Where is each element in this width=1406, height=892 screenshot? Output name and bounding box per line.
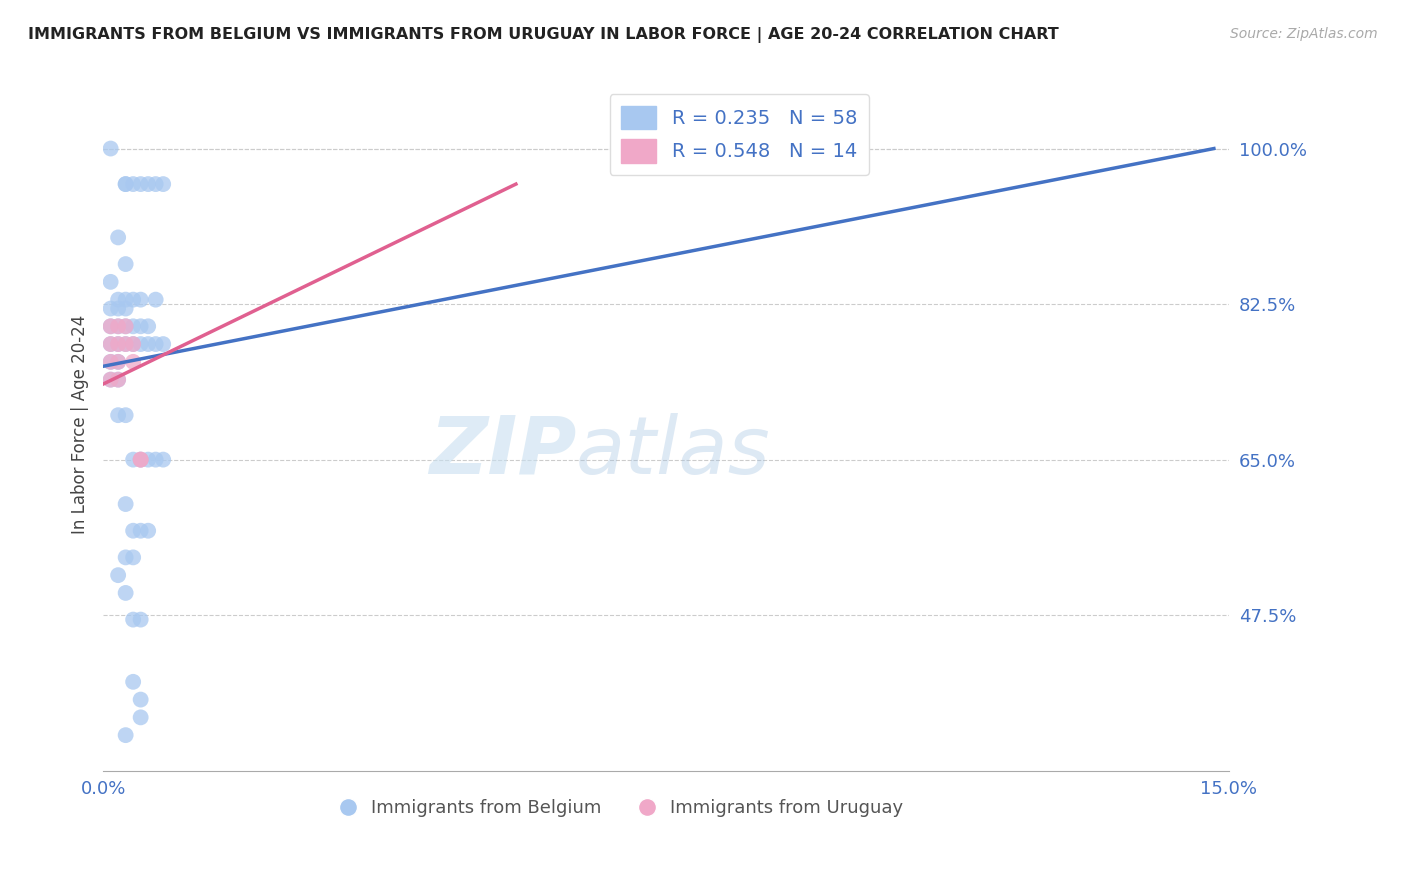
Point (129, 524, 152, 538)
Point (136, 524, 159, 538)
Point (145, 177, 167, 191)
Point (114, 319, 136, 334)
Point (107, 293, 129, 307)
Point (129, 177, 152, 191)
Point (122, 355, 145, 369)
Point (122, 674, 145, 689)
Point (129, 452, 152, 467)
Point (129, 692, 152, 706)
Point (100, 301, 122, 316)
Point (114, 728, 136, 742)
Point (129, 319, 152, 334)
Point (136, 337, 159, 351)
Point (100, 337, 122, 351)
Point (145, 452, 167, 467)
Point (114, 337, 136, 351)
Point (114, 337, 136, 351)
Point (129, 452, 152, 467)
Point (114, 177, 136, 191)
Point (122, 337, 145, 351)
Point (122, 337, 145, 351)
Text: Source: ZipAtlas.com: Source: ZipAtlas.com (1230, 27, 1378, 41)
Point (152, 337, 174, 351)
Point (100, 319, 122, 334)
Point (107, 568, 129, 582)
Point (114, 177, 136, 191)
Point (114, 257, 136, 271)
Point (129, 710, 152, 724)
Point (107, 373, 129, 387)
Point (100, 373, 122, 387)
Point (114, 408, 136, 422)
Point (107, 319, 129, 334)
Point (107, 337, 129, 351)
Point (129, 613, 152, 627)
Point (114, 301, 136, 316)
Point (152, 177, 174, 191)
Point (122, 177, 145, 191)
Y-axis label: In Labor Force | Age 20-24: In Labor Force | Age 20-24 (72, 315, 89, 533)
Point (129, 293, 152, 307)
Point (129, 337, 152, 351)
Point (107, 373, 129, 387)
Point (114, 586, 136, 600)
Point (122, 319, 145, 334)
Point (107, 337, 129, 351)
Point (107, 230, 129, 244)
Point (100, 142, 122, 156)
Point (100, 373, 122, 387)
Text: IMMIGRANTS FROM BELGIUM VS IMMIGRANTS FROM URUGUAY IN LABOR FORCE | AGE 20-24 CO: IMMIGRANTS FROM BELGIUM VS IMMIGRANTS FR… (28, 27, 1059, 43)
Point (152, 452, 174, 467)
Point (129, 452, 152, 467)
Point (100, 355, 122, 369)
Point (114, 293, 136, 307)
Text: atlas: atlas (576, 413, 770, 491)
Point (122, 550, 145, 565)
Point (107, 355, 129, 369)
Text: ZIP: ZIP (429, 413, 576, 491)
Point (136, 177, 159, 191)
Point (100, 275, 122, 289)
Point (100, 319, 122, 334)
Point (107, 319, 129, 334)
Point (107, 301, 129, 316)
Point (114, 550, 136, 565)
Point (122, 613, 145, 627)
Legend: Immigrants from Belgium, Immigrants from Uruguay: Immigrants from Belgium, Immigrants from… (332, 791, 911, 824)
Point (107, 408, 129, 422)
Point (114, 319, 136, 334)
Point (114, 497, 136, 511)
Point (100, 337, 122, 351)
Point (145, 293, 167, 307)
Point (136, 319, 159, 334)
Point (136, 452, 159, 467)
Point (107, 355, 129, 369)
Point (100, 355, 122, 369)
Point (122, 524, 145, 538)
Point (145, 337, 167, 351)
Point (122, 293, 145, 307)
Point (122, 452, 145, 467)
